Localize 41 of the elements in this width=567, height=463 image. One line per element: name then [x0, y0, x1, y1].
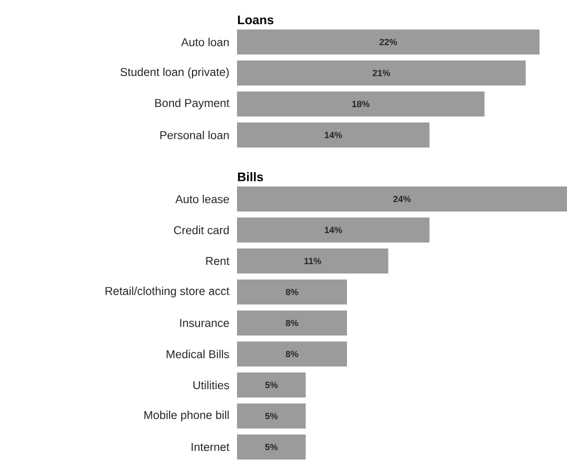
- y-tick-label: Utilities: [193, 380, 230, 390]
- data-label: 8%: [286, 288, 298, 296]
- y-tick-label: Mobile phone bill: [144, 410, 229, 422]
- y-tick-label: Personal loan: [160, 130, 229, 140]
- bar: [237, 92, 484, 116]
- bar: [237, 122, 430, 148]
- bar: [237, 342, 348, 367]
- y-tick-label: Student loan (private): [120, 68, 229, 78]
- y-tick-label: Credit card: [174, 226, 229, 234]
- y-tick-label: Rent: [206, 257, 230, 265]
- bar: [237, 434, 306, 460]
- chart-title: Bills: [238, 172, 263, 182]
- bar: [237, 310, 348, 336]
- bar: [237, 372, 306, 398]
- bar: [237, 404, 306, 429]
- bar: [237, 218, 430, 243]
- data-label: 5%: [265, 412, 278, 420]
- y-tick-label: Auto lease: [175, 194, 229, 204]
- bar: [237, 30, 540, 55]
- data-label: 14%: [324, 226, 342, 234]
- y-tick-label: Auto loan: [181, 38, 229, 46]
- bar: [237, 186, 567, 212]
- data-label: 8%: [286, 350, 298, 358]
- data-label: 5%: [265, 444, 278, 450]
- data-label: 5%: [265, 382, 278, 388]
- data-label: 22%: [380, 38, 397, 46]
- bar: [237, 280, 348, 305]
- data-label: 18%: [352, 100, 370, 108]
- bar: [237, 60, 526, 86]
- chart-title: Loans: [238, 16, 274, 24]
- y-tick-label: Internet: [192, 443, 230, 451]
- data-label: 11%: [304, 258, 322, 264]
- y-tick-label: Medical Bills: [166, 350, 230, 358]
- y-tick-label: Bond Payment: [155, 98, 230, 110]
- data-label: 24%: [393, 196, 411, 202]
- data-label: 21%: [372, 70, 390, 76]
- data-label: 8%: [286, 320, 298, 326]
- data-label: 14%: [324, 132, 342, 138]
- bar: [237, 248, 388, 274]
- y-tick-label: Insurance: [180, 319, 229, 327]
- y-tick-label: Retail/clothing store acct: [106, 286, 230, 298]
